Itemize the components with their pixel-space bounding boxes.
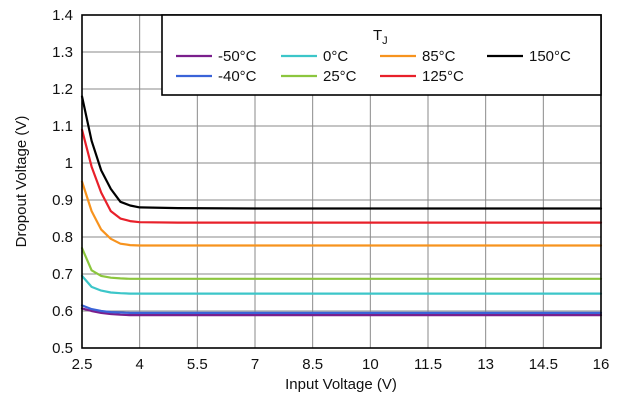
series-line — [80, 95, 603, 210]
tick-labels: 2.5 4 5.5 7 8.5 10 11.5 13 14.5 16 0.5 0.6 0.7 0.8 0.9… — [52, 7, 609, 373]
legend-items: -50°C 0°C 85°C 150°C -40°C 25°C 125°C — [176, 48, 571, 85]
y-tick-label: 0.5 — [52, 340, 73, 357]
x-tick-label: 7 — [251, 356, 259, 373]
y-tick-label: 0.6 — [52, 303, 73, 320]
legend-label: 85°C — [422, 48, 456, 65]
x-tick-label: 16 — [593, 356, 610, 373]
x-tick-label: 4 — [135, 356, 143, 373]
x-tick-label: 10 — [362, 356, 379, 373]
x-axis-label: Input Voltage (V) — [285, 376, 397, 393]
x-tick-label: 5.5 — [187, 356, 208, 373]
x-tick-label: 11.5 — [414, 356, 442, 373]
legend-title-main: T — [373, 27, 382, 44]
series-line — [80, 128, 603, 224]
y-tick-label: 1.4 — [52, 7, 73, 24]
series-line — [80, 180, 603, 247]
legend-title-subscript: J — [382, 35, 388, 47]
x-tick-label: 14.5 — [529, 356, 558, 373]
legend-label: 150°C — [529, 48, 571, 65]
legend-label: -50°C — [218, 48, 257, 65]
y-tick-label: 0.9 — [52, 192, 73, 209]
series-line — [80, 274, 603, 295]
legend-label: 125°C — [422, 68, 464, 85]
y-tick-label: 0.7 — [52, 266, 73, 283]
x-tick-label: 13 — [477, 356, 494, 373]
legend-label: -40°C — [218, 68, 257, 85]
legend-title: TJ — [373, 27, 388, 47]
y-tick-label: 1.1 — [52, 118, 73, 135]
y-tick-label: 1 — [65, 155, 73, 172]
legend: TJ -50°C 0°C 85°C 150°C -40°C 25°C 125°C — [161, 14, 602, 96]
series-line — [80, 304, 603, 314]
x-tick-label: 2.5 — [72, 356, 93, 373]
legend-label: 0°C — [323, 48, 348, 65]
y-axis-label: Dropout Voltage (V) — [13, 116, 30, 248]
series-lines — [80, 95, 603, 317]
y-tick-label: 1.2 — [52, 81, 73, 98]
y-tick-label: 0.8 — [52, 229, 73, 246]
x-tick-label: 8.5 — [302, 356, 323, 373]
y-tick-label: 1.3 — [52, 44, 73, 61]
series-line — [80, 307, 603, 317]
legend-label: 25°C — [323, 68, 357, 85]
series-line — [80, 247, 603, 280]
